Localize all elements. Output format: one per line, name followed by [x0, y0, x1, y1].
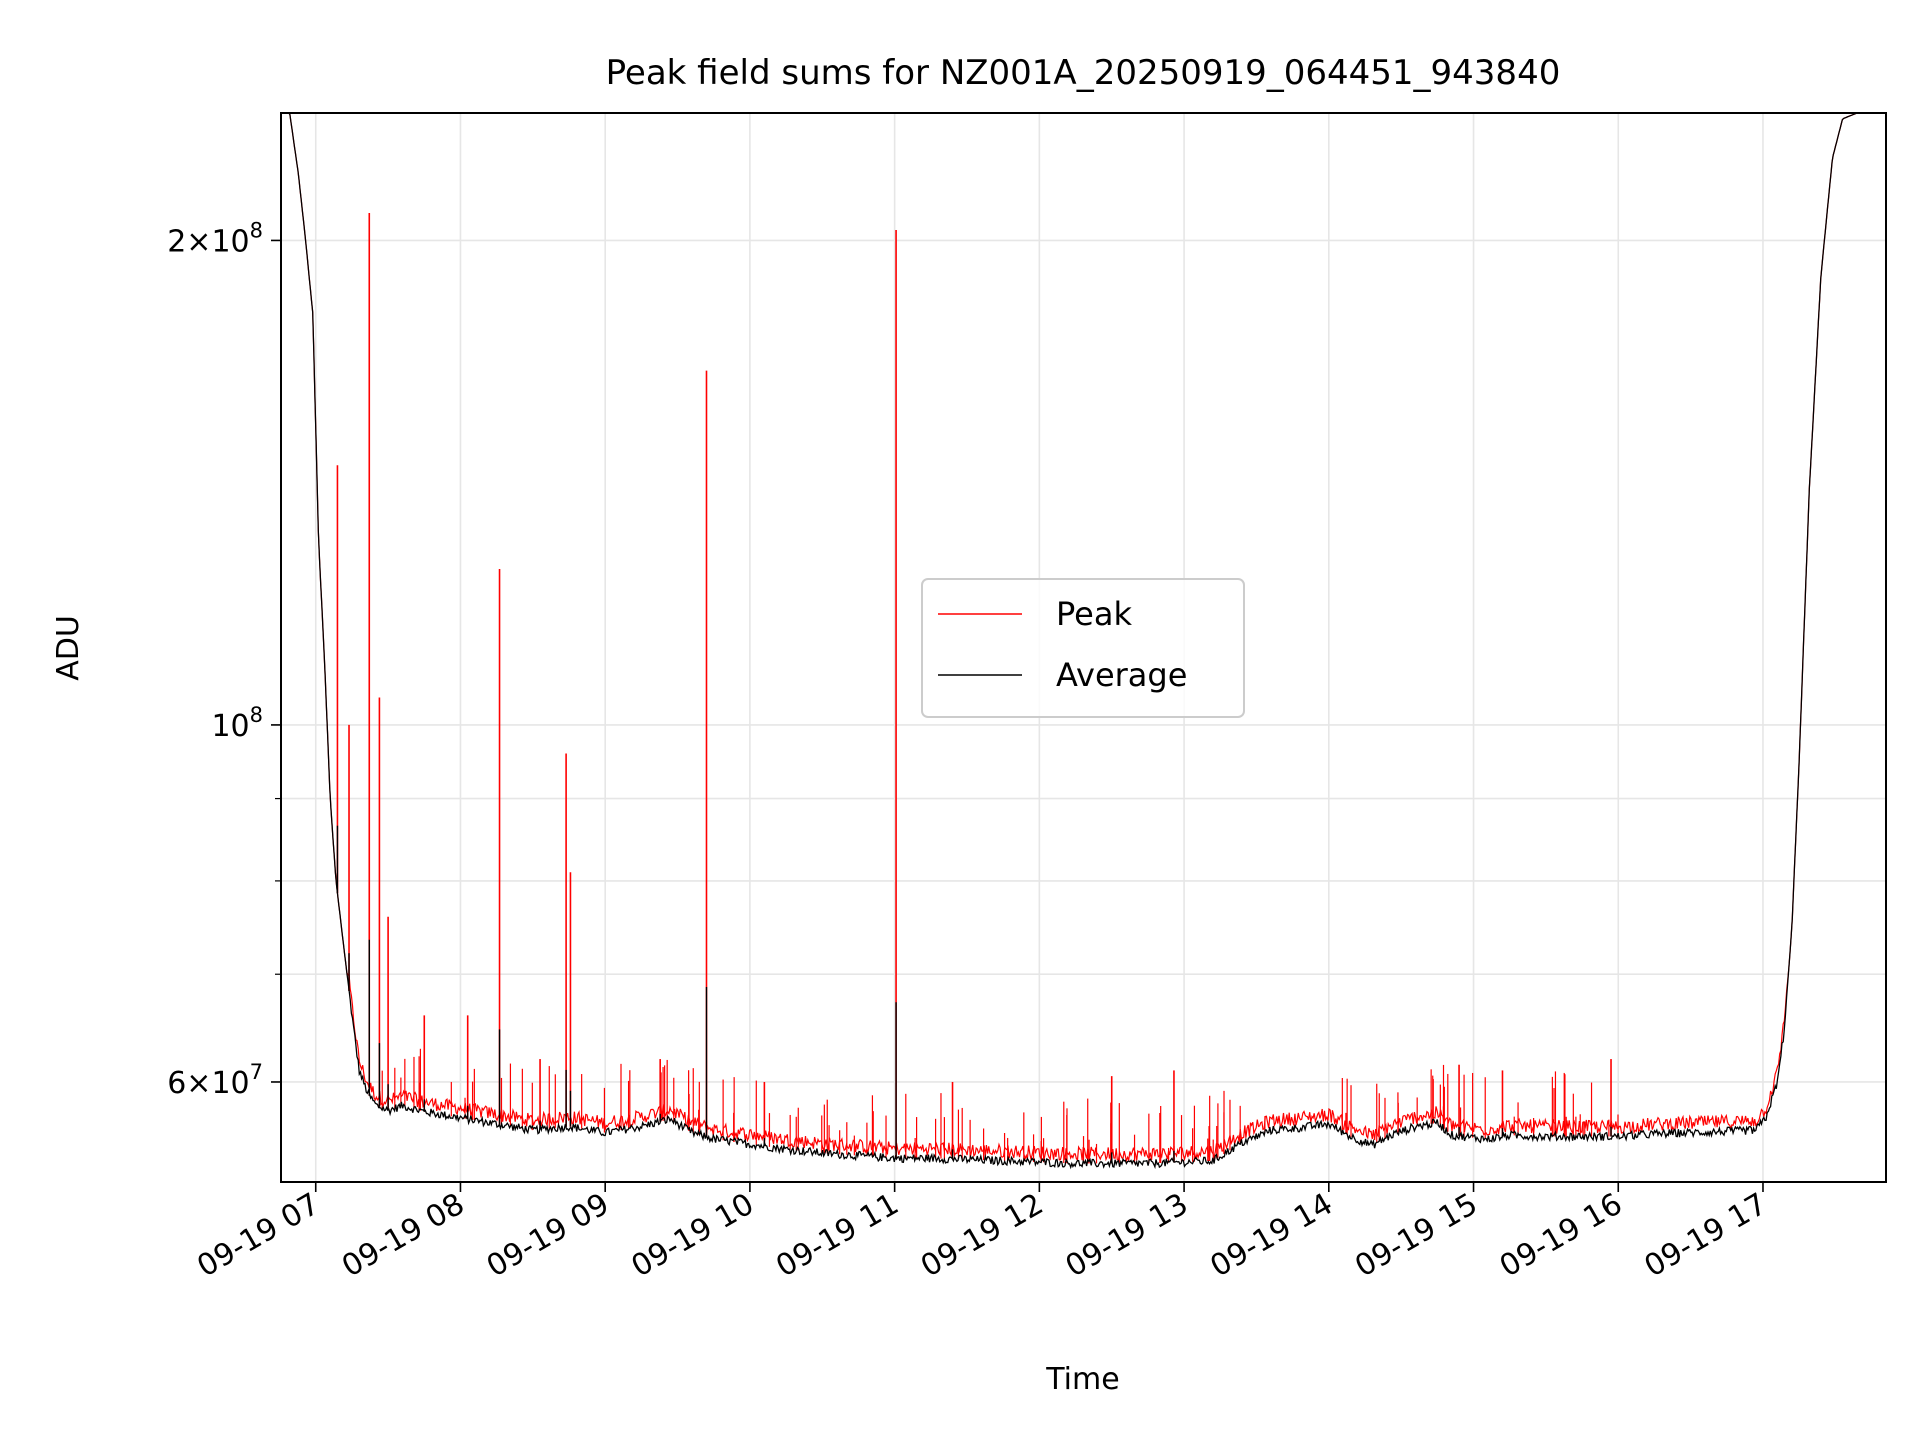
- grid: [281, 113, 1886, 1182]
- y-axis-label: ADU: [51, 615, 86, 681]
- x-axis-label: Time: [1045, 1362, 1119, 1397]
- plot-frame: [280, 112, 1887, 1183]
- y-tick-label: 2×108: [167, 218, 263, 259]
- legend-peak-label: Peak: [1056, 595, 1132, 633]
- average-series-line: [285, 113, 1879, 1170]
- legend: Peak Average: [921, 578, 1245, 718]
- chart-title: Peak field sums for NZ001A_20250919_0644…: [606, 53, 1561, 93]
- plot-area: [285, 113, 1879, 1170]
- peak-series-line: [285, 113, 1879, 1163]
- y-tick-label: 108: [211, 703, 263, 744]
- legend-average-label: Average: [1056, 656, 1187, 694]
- y-axis: 6×107 108 2×108: [167, 218, 281, 1101]
- y-tick-label: 6×107: [167, 1060, 263, 1101]
